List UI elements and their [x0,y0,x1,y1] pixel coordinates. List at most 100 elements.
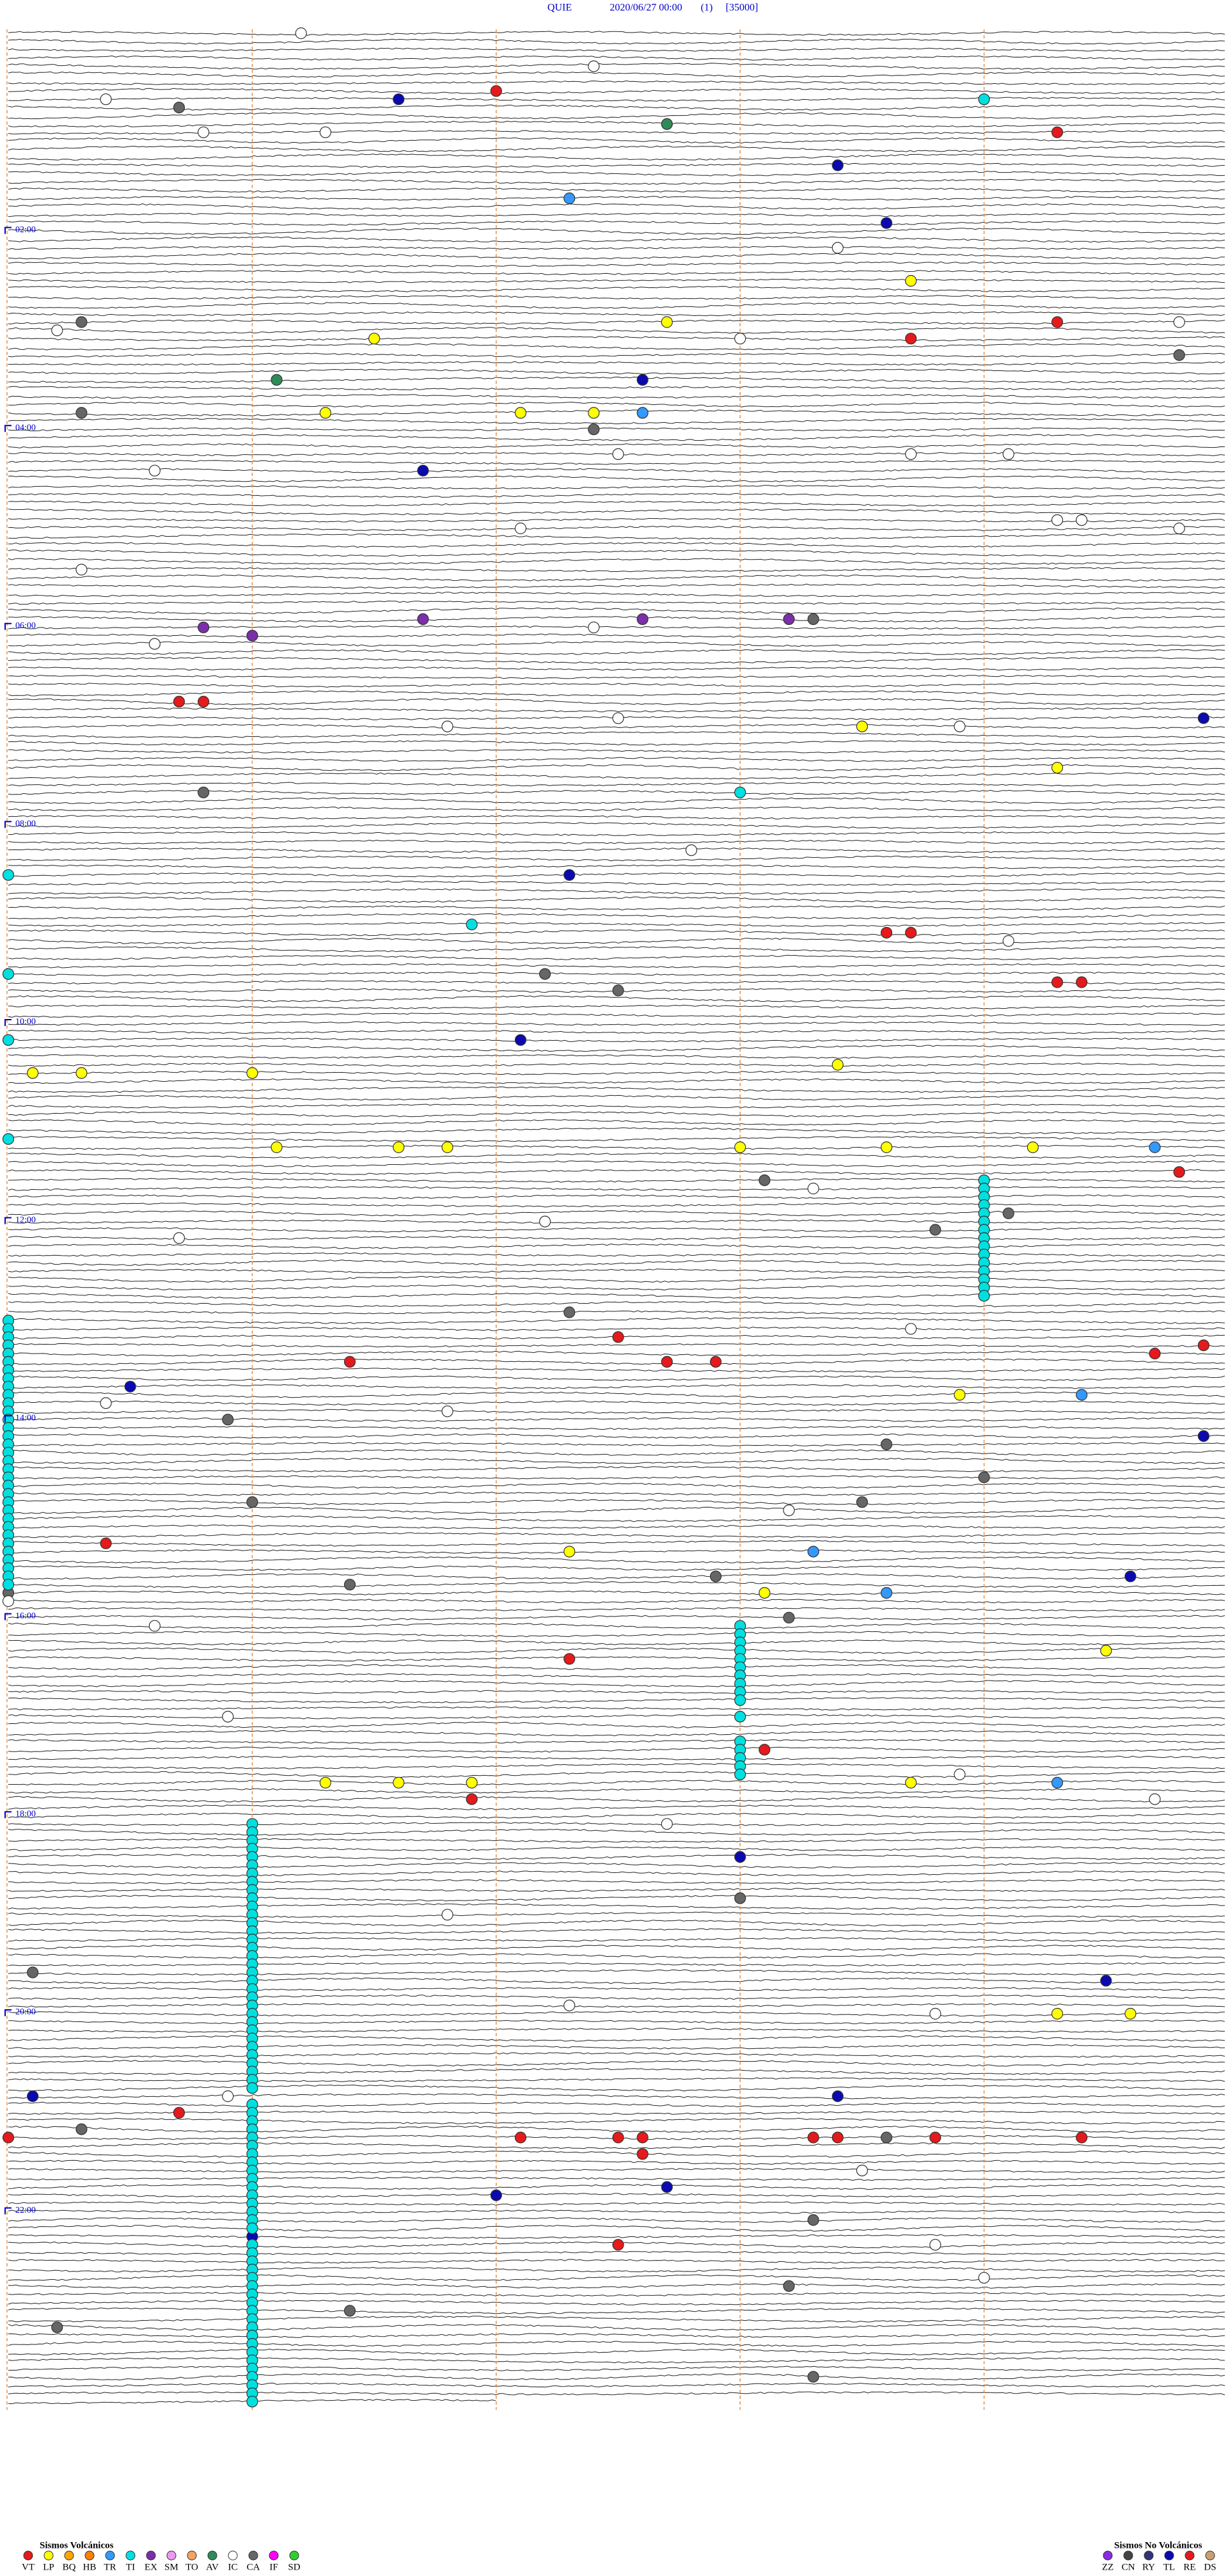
trace [8,649,1225,655]
trace [8,302,1225,310]
trace [8,31,1225,36]
trace [8,311,1225,317]
trace [8,130,1225,135]
event [588,423,600,436]
event [709,1570,722,1583]
trace [8,674,1225,679]
legend-code: VT [22,2562,35,2572]
event [612,984,624,997]
trace [8,270,1225,276]
trace [8,1094,1225,1101]
trace [8,1054,1225,1059]
trace [8,376,1225,383]
trace [8,2300,1225,2305]
event [1076,1389,1088,1401]
trace [8,1615,1225,1620]
event [1051,2007,1064,2020]
event [246,2222,258,2234]
event [514,407,527,419]
trace [8,740,1225,746]
legend-swatch [146,2550,156,2561]
trace [8,2077,1225,2082]
trace [8,954,1225,960]
trace [8,1135,1225,1142]
event [2,1133,15,1145]
trace [8,549,1225,557]
trace [8,789,1225,795]
trace [8,80,1225,85]
trace [8,1499,1225,1505]
event [2,869,15,881]
event [441,720,453,732]
event [905,1776,917,1789]
event [759,1744,771,1756]
trace [8,1532,1225,1538]
trace [8,1690,1225,1695]
legend-code: EX [145,2562,157,2572]
event [490,2189,502,2201]
legend-code: SD [288,2562,300,2572]
trace [8,872,1225,878]
trace [8,929,1225,936]
hour-tick [4,425,12,432]
trace [8,1622,1225,1629]
trace [8,509,1225,516]
legend-swatch [23,2550,33,2561]
event [856,2165,869,2177]
trace [8,1599,1225,1604]
event [1149,1141,1161,1153]
trace [8,2193,1225,2198]
trace [8,2201,1225,2206]
hour-label: 06:00 [15,621,36,631]
trace [8,203,1225,210]
trace [8,1358,1225,1366]
event [1149,1347,1161,1360]
event [148,464,161,477]
event [807,2371,819,2383]
event [1002,448,1014,461]
trace [8,592,1225,597]
event [100,93,112,106]
trace [8,475,1225,482]
event [612,2239,624,2251]
trace [8,1391,1225,1398]
event [734,1141,746,1153]
trace [8,1664,1225,1670]
event [1173,349,1185,361]
legend-code: TO [185,2562,198,2572]
trace [8,972,1225,977]
trace [8,443,1225,449]
event [905,926,917,939]
event [51,2321,63,2334]
legend-code: AV [206,2562,219,2572]
trace [8,946,1225,952]
event [319,407,331,419]
trace [8,1160,1225,1167]
trace [8,1771,1225,1778]
trace [8,145,1225,152]
trace [8,1103,1225,1109]
trace [8,1244,1225,1249]
event [2,1034,15,1046]
trace [8,815,1225,819]
event [1173,1166,1185,1178]
trace [8,633,1225,638]
trace [8,55,1225,61]
event [954,720,966,732]
event [978,1290,990,1302]
event [661,316,673,328]
legend-title: Sismos Volcánicos [40,2540,114,2550]
event [75,316,88,328]
trace [8,2234,1225,2239]
event [1002,1207,1014,1219]
trace [8,1846,1225,1851]
event [1076,976,1088,988]
event [2,1595,15,1608]
trace [8,583,1225,589]
event [1197,712,1209,724]
trace [8,1425,1225,1430]
trace [8,1004,1225,1009]
trace [8,1038,1225,1043]
event [563,1306,576,1318]
trace [8,228,1225,235]
